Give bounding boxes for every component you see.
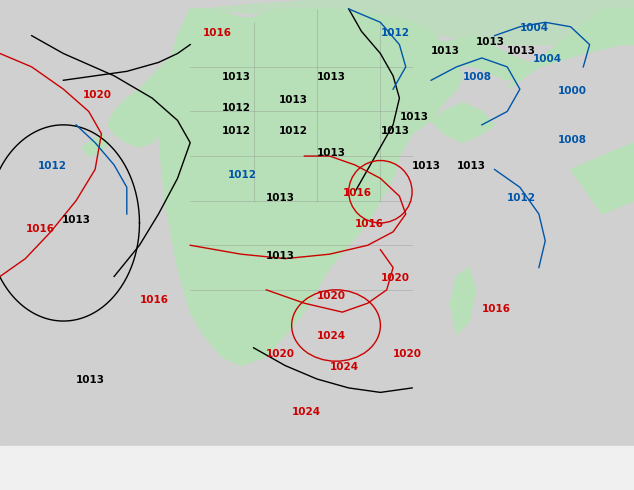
Polygon shape <box>450 268 476 334</box>
Text: 1012: 1012 <box>38 161 67 172</box>
Text: ©weatheronline.co.uk: ©weatheronline.co.uk <box>493 474 628 484</box>
Text: 1020: 1020 <box>82 90 112 100</box>
Text: 1016: 1016 <box>355 220 384 229</box>
Polygon shape <box>108 53 190 147</box>
Text: Surface pressure [hPa] ECMWF: Surface pressure [hPa] ECMWF <box>6 457 206 470</box>
Text: 1013: 1013 <box>476 37 505 47</box>
Text: 1016: 1016 <box>203 27 232 38</box>
Text: 1024: 1024 <box>330 362 359 372</box>
Text: 1013: 1013 <box>266 250 295 261</box>
Text: 1013: 1013 <box>317 72 346 82</box>
Text: 1013: 1013 <box>431 46 460 55</box>
Text: 1004: 1004 <box>533 54 562 64</box>
Polygon shape <box>507 9 634 89</box>
Text: 1012: 1012 <box>507 193 536 203</box>
Polygon shape <box>571 143 634 214</box>
Text: 1000: 1000 <box>558 86 587 96</box>
Polygon shape <box>431 102 495 143</box>
Text: 1013: 1013 <box>380 126 410 136</box>
Text: 1008: 1008 <box>558 135 587 145</box>
Text: 1016: 1016 <box>139 295 169 305</box>
Text: 1020: 1020 <box>393 349 422 359</box>
Polygon shape <box>82 134 108 156</box>
Text: 1013: 1013 <box>76 375 105 386</box>
Polygon shape <box>158 9 463 366</box>
Text: 1020: 1020 <box>317 291 346 301</box>
Text: 1013: 1013 <box>61 215 91 225</box>
Text: 1012: 1012 <box>222 103 251 114</box>
Text: 1012: 1012 <box>279 126 308 136</box>
Text: 1016: 1016 <box>342 188 372 198</box>
Text: 1016: 1016 <box>482 304 511 314</box>
Text: 1013: 1013 <box>266 193 295 203</box>
Text: 1013: 1013 <box>222 72 251 82</box>
Text: 1012: 1012 <box>222 126 251 136</box>
Text: 1020: 1020 <box>380 273 410 283</box>
Text: 1013: 1013 <box>507 46 536 55</box>
Text: 1013: 1013 <box>412 161 441 172</box>
Text: Su 26-05-2024 06:00 UTC (12+18): Su 26-05-2024 06:00 UTC (12+18) <box>407 453 628 466</box>
Text: 1024: 1024 <box>317 331 346 341</box>
Text: 1012: 1012 <box>228 171 257 180</box>
Text: 1020: 1020 <box>266 349 295 359</box>
Text: 1008: 1008 <box>463 72 492 82</box>
Text: 1024: 1024 <box>292 407 321 416</box>
Text: 1004: 1004 <box>520 23 549 33</box>
Polygon shape <box>393 36 539 80</box>
Text: 1013: 1013 <box>279 95 308 104</box>
Text: 1012: 1012 <box>380 27 410 38</box>
Text: 1013: 1013 <box>399 112 429 122</box>
Text: 1016: 1016 <box>25 224 55 234</box>
Text: 1013: 1013 <box>317 148 346 158</box>
Text: 1013: 1013 <box>456 161 486 172</box>
Polygon shape <box>203 0 634 45</box>
